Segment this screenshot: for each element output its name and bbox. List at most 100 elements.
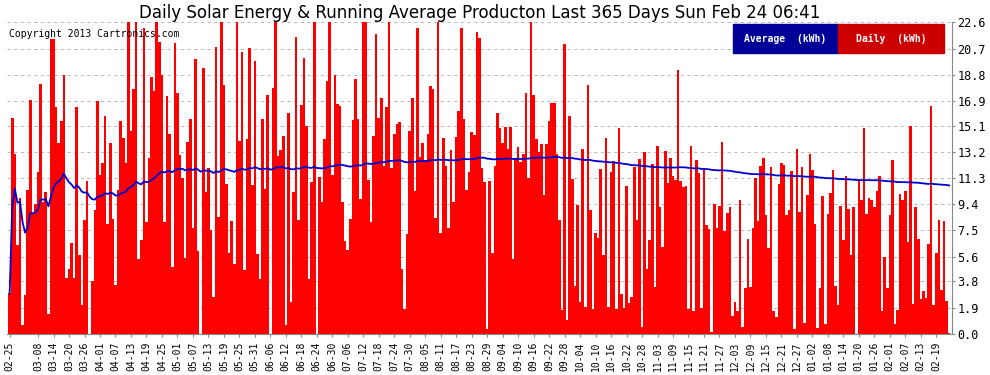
Bar bbox=[909, 126, 912, 334]
Bar bbox=[899, 195, 902, 334]
Bar bbox=[462, 119, 465, 334]
Bar bbox=[16, 245, 19, 334]
Bar bbox=[883, 257, 886, 334]
Bar bbox=[305, 126, 308, 334]
Bar bbox=[411, 98, 414, 334]
Bar bbox=[862, 128, 865, 334]
Bar bbox=[114, 285, 117, 334]
Bar bbox=[661, 247, 664, 334]
Bar bbox=[54, 107, 57, 334]
Bar bbox=[677, 70, 679, 334]
Bar bbox=[912, 304, 915, 334]
Bar bbox=[891, 160, 894, 334]
Bar bbox=[160, 75, 163, 334]
Bar bbox=[246, 139, 248, 334]
Bar bbox=[672, 176, 674, 334]
Bar bbox=[143, 28, 146, 334]
Bar bbox=[382, 166, 385, 334]
Bar bbox=[618, 128, 620, 334]
Bar bbox=[290, 302, 292, 334]
Bar bbox=[57, 143, 60, 334]
Bar bbox=[359, 199, 362, 334]
Bar bbox=[284, 326, 287, 334]
Bar bbox=[777, 184, 780, 334]
Bar bbox=[547, 121, 550, 334]
Bar bbox=[942, 221, 945, 334]
Bar bbox=[148, 158, 150, 334]
Bar bbox=[40, 84, 42, 334]
Bar bbox=[703, 168, 705, 334]
Bar bbox=[729, 207, 731, 334]
Bar bbox=[135, 22, 138, 334]
Bar bbox=[947, 333, 950, 334]
Bar bbox=[447, 228, 449, 334]
Bar bbox=[295, 37, 297, 334]
Bar bbox=[78, 255, 80, 334]
Bar bbox=[584, 307, 586, 334]
Bar bbox=[656, 146, 658, 334]
Bar bbox=[29, 99, 32, 334]
Bar bbox=[401, 269, 403, 334]
Bar bbox=[842, 240, 844, 334]
Bar bbox=[419, 158, 422, 334]
Bar bbox=[50, 39, 52, 334]
Bar bbox=[80, 304, 83, 334]
Bar bbox=[847, 209, 849, 334]
Bar bbox=[277, 156, 279, 334]
Bar bbox=[48, 314, 50, 334]
Bar bbox=[767, 248, 770, 334]
Bar bbox=[42, 202, 45, 334]
Bar bbox=[530, 22, 533, 334]
Bar bbox=[264, 189, 266, 334]
Bar bbox=[690, 146, 692, 334]
Bar bbox=[8, 294, 11, 334]
Text: Average  (kWh): Average (kWh) bbox=[744, 34, 827, 44]
Bar bbox=[223, 85, 225, 334]
Bar bbox=[138, 259, 140, 334]
Bar bbox=[424, 161, 427, 334]
Bar bbox=[711, 332, 713, 334]
Bar bbox=[122, 138, 125, 334]
Bar bbox=[457, 111, 460, 334]
Bar bbox=[390, 168, 393, 334]
Bar bbox=[344, 241, 346, 334]
Bar bbox=[798, 212, 801, 334]
Bar bbox=[915, 207, 917, 334]
Bar bbox=[772, 311, 775, 334]
Bar bbox=[716, 228, 718, 334]
Bar bbox=[364, 22, 367, 334]
Bar bbox=[231, 221, 233, 334]
Bar bbox=[310, 182, 313, 334]
Bar bbox=[346, 251, 349, 334]
Bar bbox=[486, 328, 488, 334]
Bar bbox=[780, 164, 783, 334]
Bar bbox=[940, 291, 942, 334]
Bar bbox=[398, 122, 401, 334]
Bar bbox=[109, 143, 112, 334]
Bar bbox=[385, 106, 388, 334]
Bar bbox=[695, 160, 698, 334]
Bar bbox=[326, 81, 329, 334]
Bar bbox=[445, 166, 447, 334]
Text: Copyright 2013 Cartronics.com: Copyright 2013 Cartronics.com bbox=[9, 28, 179, 39]
Bar bbox=[292, 192, 295, 334]
Bar bbox=[857, 179, 860, 334]
Bar bbox=[339, 106, 342, 334]
Bar bbox=[499, 128, 501, 334]
Bar bbox=[669, 158, 672, 334]
Bar bbox=[432, 90, 435, 334]
Bar bbox=[928, 244, 930, 334]
Bar bbox=[576, 205, 579, 334]
Bar bbox=[220, 22, 223, 334]
Bar bbox=[520, 162, 522, 334]
Bar bbox=[573, 286, 576, 334]
Bar bbox=[639, 159, 641, 334]
Bar bbox=[393, 134, 396, 334]
Bar bbox=[189, 119, 192, 334]
Bar bbox=[737, 311, 739, 334]
Bar bbox=[427, 134, 429, 334]
Bar bbox=[351, 120, 354, 334]
Bar bbox=[775, 317, 777, 334]
Bar bbox=[713, 204, 716, 334]
Bar bbox=[266, 95, 269, 334]
